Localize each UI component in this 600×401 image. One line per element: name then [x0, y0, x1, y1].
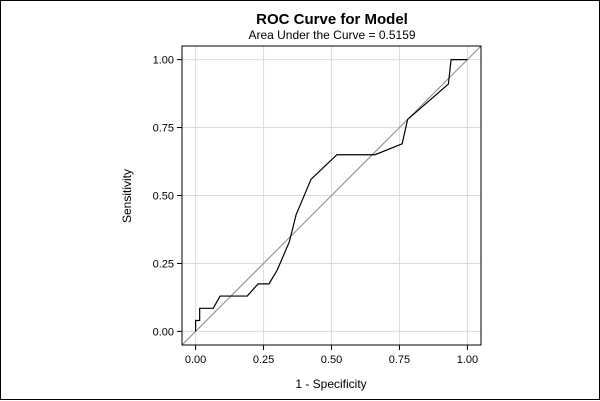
grid-lines [182, 46, 481, 345]
x-axis: 0.00 0.25 0.50 0.75 1.00 [185, 345, 478, 366]
y-tick-label: 1.00 [153, 55, 174, 67]
reference-diagonal-line [181, 45, 482, 346]
y-axis: 0.00 0.25 0.50 0.75 1.00 [153, 55, 182, 338]
x-tick-label: 1.00 [457, 354, 478, 366]
y-tick-label: 0.25 [153, 258, 174, 270]
x-tick-label: 0.25 [253, 354, 274, 366]
x-tick-label: 0.75 [389, 354, 410, 366]
roc-curve-line [194, 58, 468, 332]
x-tick-label: 0.50 [321, 354, 342, 366]
reference-line-layer [181, 45, 482, 346]
y-tick-label: 0.00 [153, 326, 174, 338]
roc-curve-layer [194, 58, 468, 332]
chart-title: ROC Curve for Model [256, 11, 408, 28]
x-tick-label: 0.00 [185, 354, 206, 366]
y-tick-label: 0.75 [153, 123, 174, 135]
chart-subtitle: Area Under the Curve = 0.5159 [248, 28, 415, 42]
y-axis-label: Sensitivity [120, 169, 134, 223]
y-tick-label: 0.50 [153, 191, 174, 203]
x-axis-label: 1 - Specificity [295, 377, 366, 391]
